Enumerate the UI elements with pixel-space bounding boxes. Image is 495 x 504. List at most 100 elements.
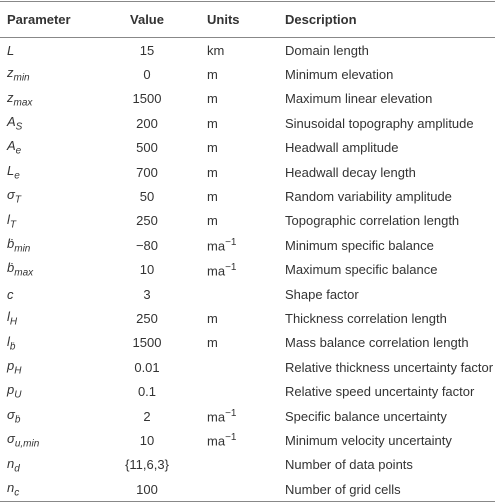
table-cell: Domain length xyxy=(285,38,495,63)
cell-text: 250 xyxy=(136,310,158,326)
table-cell xyxy=(195,477,285,503)
parameter-subscript: d xyxy=(14,463,20,475)
cell-text: m xyxy=(207,91,218,107)
table-row: zmax 1500 m Maximum linear elevation xyxy=(0,87,495,111)
table-cell: σu,min xyxy=(0,428,99,452)
table-cell: Topographic correlation length xyxy=(285,209,495,233)
cell-text: 50 xyxy=(139,189,155,205)
table-cell xyxy=(195,379,285,403)
table-cell: Headwall amplitude xyxy=(285,136,495,160)
cell-text: 1500 xyxy=(132,335,162,351)
table-header: Parameter Value Units Description xyxy=(0,1,495,38)
table-row: Le 700 m Headwall decay length xyxy=(0,160,495,184)
cell-text: m xyxy=(207,164,218,180)
table-cell: m xyxy=(195,87,285,111)
cell-text: Minimum velocity uncertainty xyxy=(285,432,452,448)
table-cell: 0.1 xyxy=(99,379,195,403)
column-header: Parameter xyxy=(0,1,99,38)
table-row: ḃmax 10 ma−1 Maximum specific balance xyxy=(0,258,495,282)
table-cell: lḃ xyxy=(0,331,99,355)
column-header: Value xyxy=(99,1,195,38)
cell-text: Random variability amplitude xyxy=(285,189,452,205)
table-cell: 0 xyxy=(99,62,195,86)
cell-text: 1500 xyxy=(132,91,162,107)
cell-text: Thickness correlation length xyxy=(285,310,447,326)
table-row: ḃmin −80 ma−1 Minimum specific balance xyxy=(0,233,495,257)
cell-text: m xyxy=(207,140,218,156)
cell-text: m xyxy=(207,189,218,205)
cell-text: Number of data points xyxy=(285,457,413,473)
parameter-subscript: max xyxy=(13,97,33,109)
table-cell: Specific balance uncertainty xyxy=(285,404,495,428)
cell-text: m xyxy=(207,335,218,351)
table-row: lH 250 m Thickness correlation length xyxy=(0,306,495,330)
table-cell: Shape factor xyxy=(285,282,495,306)
table-cell: Maximum linear elevation xyxy=(285,87,495,111)
table-cell: m xyxy=(195,136,285,160)
table-cell: m xyxy=(195,209,285,233)
cell-text: Headwall amplitude xyxy=(285,140,399,156)
table-cell: Sinusoidal topography amplitude xyxy=(285,111,495,135)
table-cell: zmax xyxy=(0,87,99,111)
table-cell: m xyxy=(195,184,285,208)
parameter-symbol: p xyxy=(7,357,15,373)
table-cell: 200 xyxy=(99,111,195,135)
parameter-subscript: min xyxy=(13,72,30,84)
table-cell: ḃmax xyxy=(0,258,99,282)
cell-text: Minimum elevation xyxy=(285,67,394,83)
cell-text: 10 xyxy=(139,432,155,448)
parameter-subscript: e xyxy=(15,146,22,158)
table-cell: Headwall decay length xyxy=(285,160,495,184)
cell-text: Shape factor xyxy=(285,286,359,302)
cell-text: 0.01 xyxy=(134,359,160,375)
cell-text: Number of grid cells xyxy=(285,481,401,497)
table-cell: pH xyxy=(0,355,99,379)
parameter-subscript: ḃ xyxy=(14,414,21,426)
parameter-subscript: max xyxy=(14,268,34,279)
table-cell: km xyxy=(195,38,285,63)
parameter-symbol: L xyxy=(7,162,15,178)
table-cell: ḃmin xyxy=(0,233,99,257)
cell-text: Minimum specific balance xyxy=(285,237,434,253)
table-cell: 50 xyxy=(99,184,195,208)
cell-text: {11,6,3} xyxy=(125,457,169,473)
table-cell: AS xyxy=(0,111,99,135)
table-cell: lH xyxy=(0,306,99,330)
parameter-symbol: σ xyxy=(7,431,15,447)
table-cell: 100 xyxy=(99,477,195,503)
parameter-symbol: n xyxy=(7,479,15,495)
table-row: pH 0.01 Relative thickness uncertainty fac… xyxy=(0,355,495,379)
parameter-subscript: H xyxy=(9,316,18,328)
table-cell: m xyxy=(195,111,285,135)
cell-text: 0 xyxy=(143,67,151,83)
table-row: nd {11,6,3} Number of data points xyxy=(0,453,495,477)
table-row: L 15 km Domain length xyxy=(0,38,495,63)
parameter-symbol: l xyxy=(7,309,10,325)
unit-base: ma xyxy=(207,409,226,425)
cell-text: Relative thickness uncertainty factor xyxy=(285,359,494,375)
parameter-symbol: l xyxy=(7,333,10,349)
parameter-symbol: c xyxy=(7,286,14,302)
table-cell: L xyxy=(0,38,99,63)
table-cell: 250 xyxy=(99,306,195,330)
cell-text: −80 xyxy=(135,237,159,253)
table-body: L 15 km Domain length zmin 0 m Minimum elevatio… xyxy=(0,38,495,503)
table-cell: {11,6,3} xyxy=(99,453,195,477)
parameter-subscript: ḃ xyxy=(9,341,16,353)
cell-text: Relative speed uncertainty factor xyxy=(285,384,475,400)
cell-text: Mass balance correlation length xyxy=(285,335,469,351)
cell-text: m xyxy=(207,310,218,326)
parameter-subscript: T xyxy=(9,219,16,231)
column-header: Description xyxy=(285,1,495,38)
parameter-symbol: L xyxy=(7,42,15,58)
parameter-subscript: U xyxy=(14,389,22,401)
cell-text: 15 xyxy=(139,42,155,58)
unit-exponent: −1 xyxy=(225,237,237,249)
table-cell: 10 xyxy=(99,428,195,452)
table-row: AS 200 m Sinusoidal topography amplitude xyxy=(0,111,495,135)
table-row: lḃ 1500 m Mass balance correlation length xyxy=(0,331,495,355)
cell-text: Maximum specific balance xyxy=(285,262,438,278)
parameter-subscript: H xyxy=(14,365,22,377)
